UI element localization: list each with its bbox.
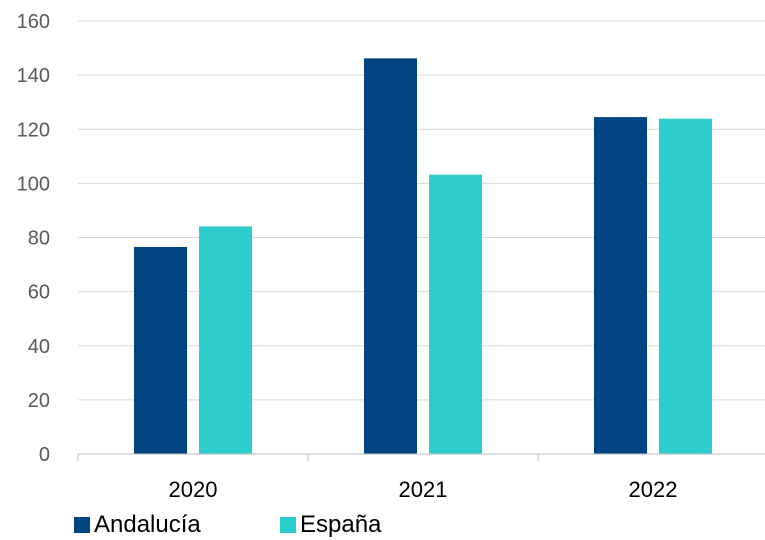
gridlines xyxy=(78,20,765,401)
x-axis xyxy=(77,453,765,461)
legend-swatch-andalucia xyxy=(74,517,90,533)
legend-label-espana: España xyxy=(300,511,382,538)
y-tick-label: 60 xyxy=(28,282,50,304)
y-tick-label: 120 xyxy=(17,119,50,141)
x-category-label: 2021 xyxy=(399,477,448,502)
y-tick-label: 80 xyxy=(28,228,50,250)
bars xyxy=(134,58,712,455)
y-tick-label: 0 xyxy=(39,444,50,466)
x-category-label: 2022 xyxy=(629,477,678,502)
y-axis-tick-labels: 0 20 40 60 80 100 120 140 160 xyxy=(17,11,50,466)
y-tick-label: 160 xyxy=(17,11,50,33)
legend-label-andalucia: Andalucía xyxy=(94,511,201,538)
bar-espana-2022 xyxy=(659,118,712,455)
legend: Andalucía España xyxy=(74,510,381,540)
y-tick-label: 140 xyxy=(17,65,50,87)
y-tick-label: 100 xyxy=(17,173,50,195)
bar-espana-2021 xyxy=(429,174,482,454)
x-axis-category-labels: 2020 2021 2022 xyxy=(169,477,678,502)
bar-andalucia-2020 xyxy=(134,246,187,454)
legend-item-andalucia: Andalucía xyxy=(74,511,280,539)
y-tick-label: 40 xyxy=(28,336,50,358)
legend-item-espana: España xyxy=(280,511,381,539)
bar-andalucia-2021 xyxy=(364,58,417,454)
x-category-label: 2020 xyxy=(169,477,218,502)
bar-andalucia-2022 xyxy=(594,117,647,455)
bar-espana-2020 xyxy=(199,226,252,454)
y-tick-label: 20 xyxy=(28,390,50,412)
legend-swatch-espana xyxy=(280,517,296,533)
